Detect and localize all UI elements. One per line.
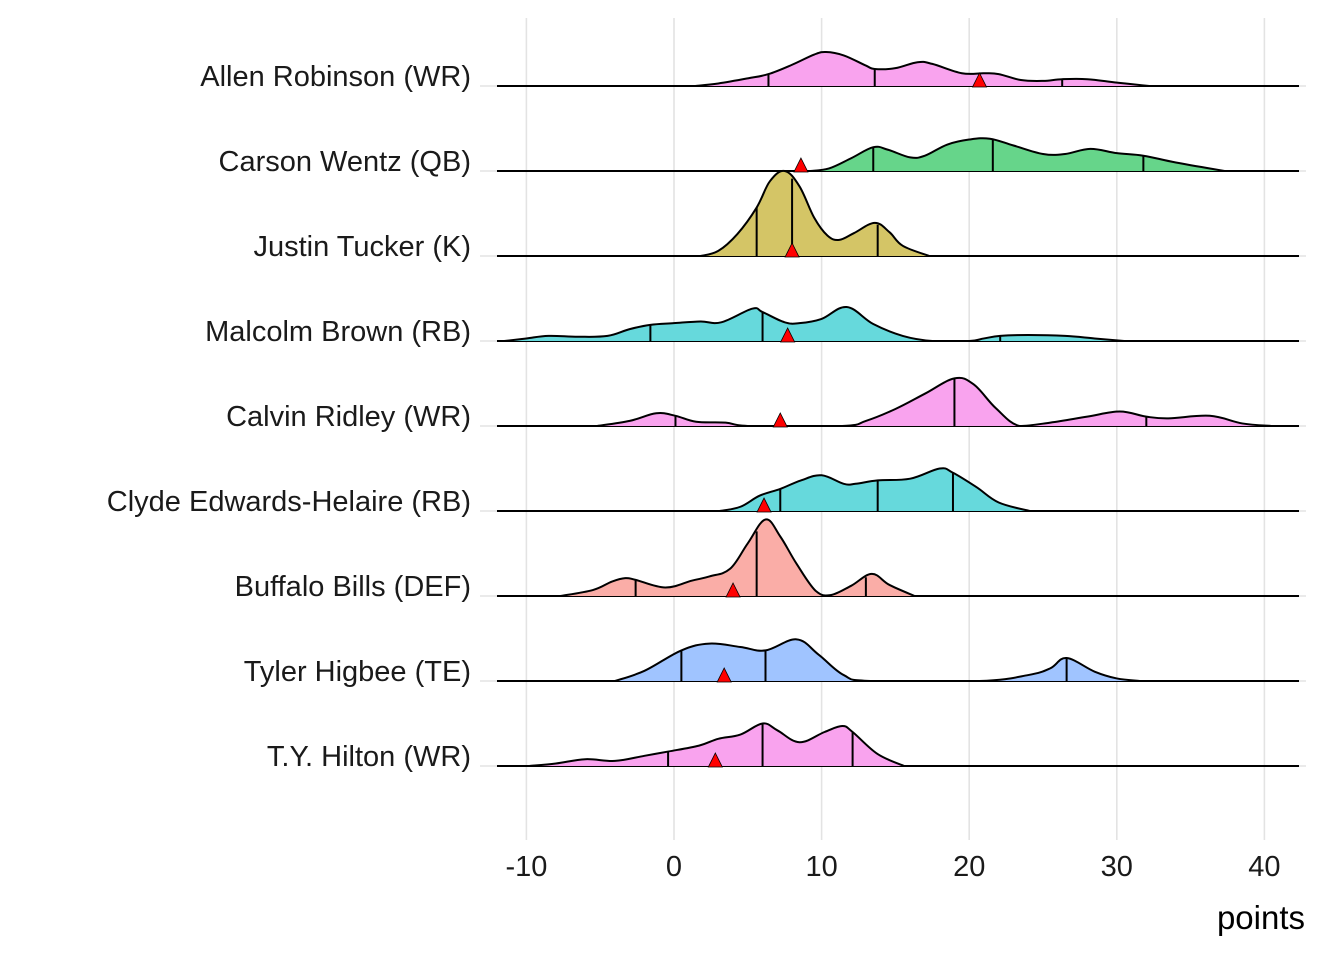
x-axis-title: points bbox=[1217, 899, 1305, 936]
estimate-marker-triangle bbox=[716, 667, 732, 683]
x-tick-label: -10 bbox=[505, 851, 547, 883]
y-axis-label: Buffalo Bills (DEF) bbox=[235, 571, 471, 603]
y-axis-label: Carson Wentz (QB) bbox=[219, 146, 471, 178]
y-axis-label: Clyde Edwards-Helaire (RB) bbox=[107, 486, 471, 518]
ridge-2 bbox=[497, 169, 1299, 258]
ridge-density-fill bbox=[809, 138, 1225, 171]
estimate-marker-triangle bbox=[725, 582, 741, 598]
ridge-density-fill bbox=[560, 519, 915, 596]
grid-layer bbox=[480, 18, 1306, 840]
x-tick-label: 30 bbox=[1101, 851, 1133, 883]
ridge-density-outline bbox=[694, 50, 1150, 87]
ridge-1 bbox=[497, 137, 1299, 173]
estimate-marker-triangle bbox=[707, 752, 723, 768]
ridge-density-fill bbox=[504, 306, 1125, 341]
ridge-density-outline bbox=[700, 169, 930, 257]
x-tick-label: 40 bbox=[1248, 851, 1280, 883]
ridge-density-outline bbox=[560, 518, 915, 597]
y-axis-label: Justin Tucker (K) bbox=[253, 231, 471, 263]
ridge-density-fill bbox=[694, 51, 1150, 86]
x-axis-ticks: -10 0 10 20 30 40 bbox=[505, 851, 1280, 883]
ridge-density-fill bbox=[700, 170, 930, 256]
ridge-5 bbox=[497, 467, 1299, 513]
ridge-layer bbox=[497, 50, 1299, 768]
ridge-density-outline bbox=[529, 722, 905, 767]
estimate-marker-triangle bbox=[971, 72, 988, 88]
y-axis-label: Calvin Ridley (WR) bbox=[226, 401, 471, 433]
y-axis-label: Malcolm Brown (RB) bbox=[205, 316, 471, 348]
estimate-marker-triangle bbox=[756, 497, 772, 513]
ridge-3 bbox=[497, 305, 1299, 343]
x-tick-label: 10 bbox=[805, 851, 837, 883]
estimate-marker-triangle bbox=[772, 412, 788, 428]
ridge-4 bbox=[497, 376, 1299, 428]
ridge-6 bbox=[497, 518, 1299, 598]
ridge-density-fill bbox=[529, 723, 905, 766]
ridge-density-outline bbox=[614, 638, 1141, 682]
estimate-marker-triangle bbox=[780, 327, 796, 343]
ridge-density-outline bbox=[504, 305, 1125, 342]
estimate-marker-triangle bbox=[784, 242, 800, 258]
y-axis-label: T.Y. Hilton (WR) bbox=[267, 741, 471, 773]
y-axis-labels: Allen Robinson (WR) Carson Wentz (QB) Just… bbox=[107, 61, 471, 773]
y-axis-label: Allen Robinson (WR) bbox=[200, 61, 471, 93]
ridge-density-fill bbox=[614, 639, 1141, 681]
ridge-8 bbox=[497, 722, 1299, 768]
x-tick-label: 20 bbox=[953, 851, 985, 883]
ridge-density-outline bbox=[809, 137, 1225, 172]
y-axis-label: Tyler Higbee (TE) bbox=[244, 656, 471, 688]
estimate-marker-triangle bbox=[793, 157, 809, 173]
ridge-0 bbox=[497, 50, 1299, 88]
x-tick-label: 0 bbox=[666, 851, 682, 883]
ridge-7 bbox=[497, 638, 1299, 683]
ridge-density-outline bbox=[719, 467, 1030, 512]
